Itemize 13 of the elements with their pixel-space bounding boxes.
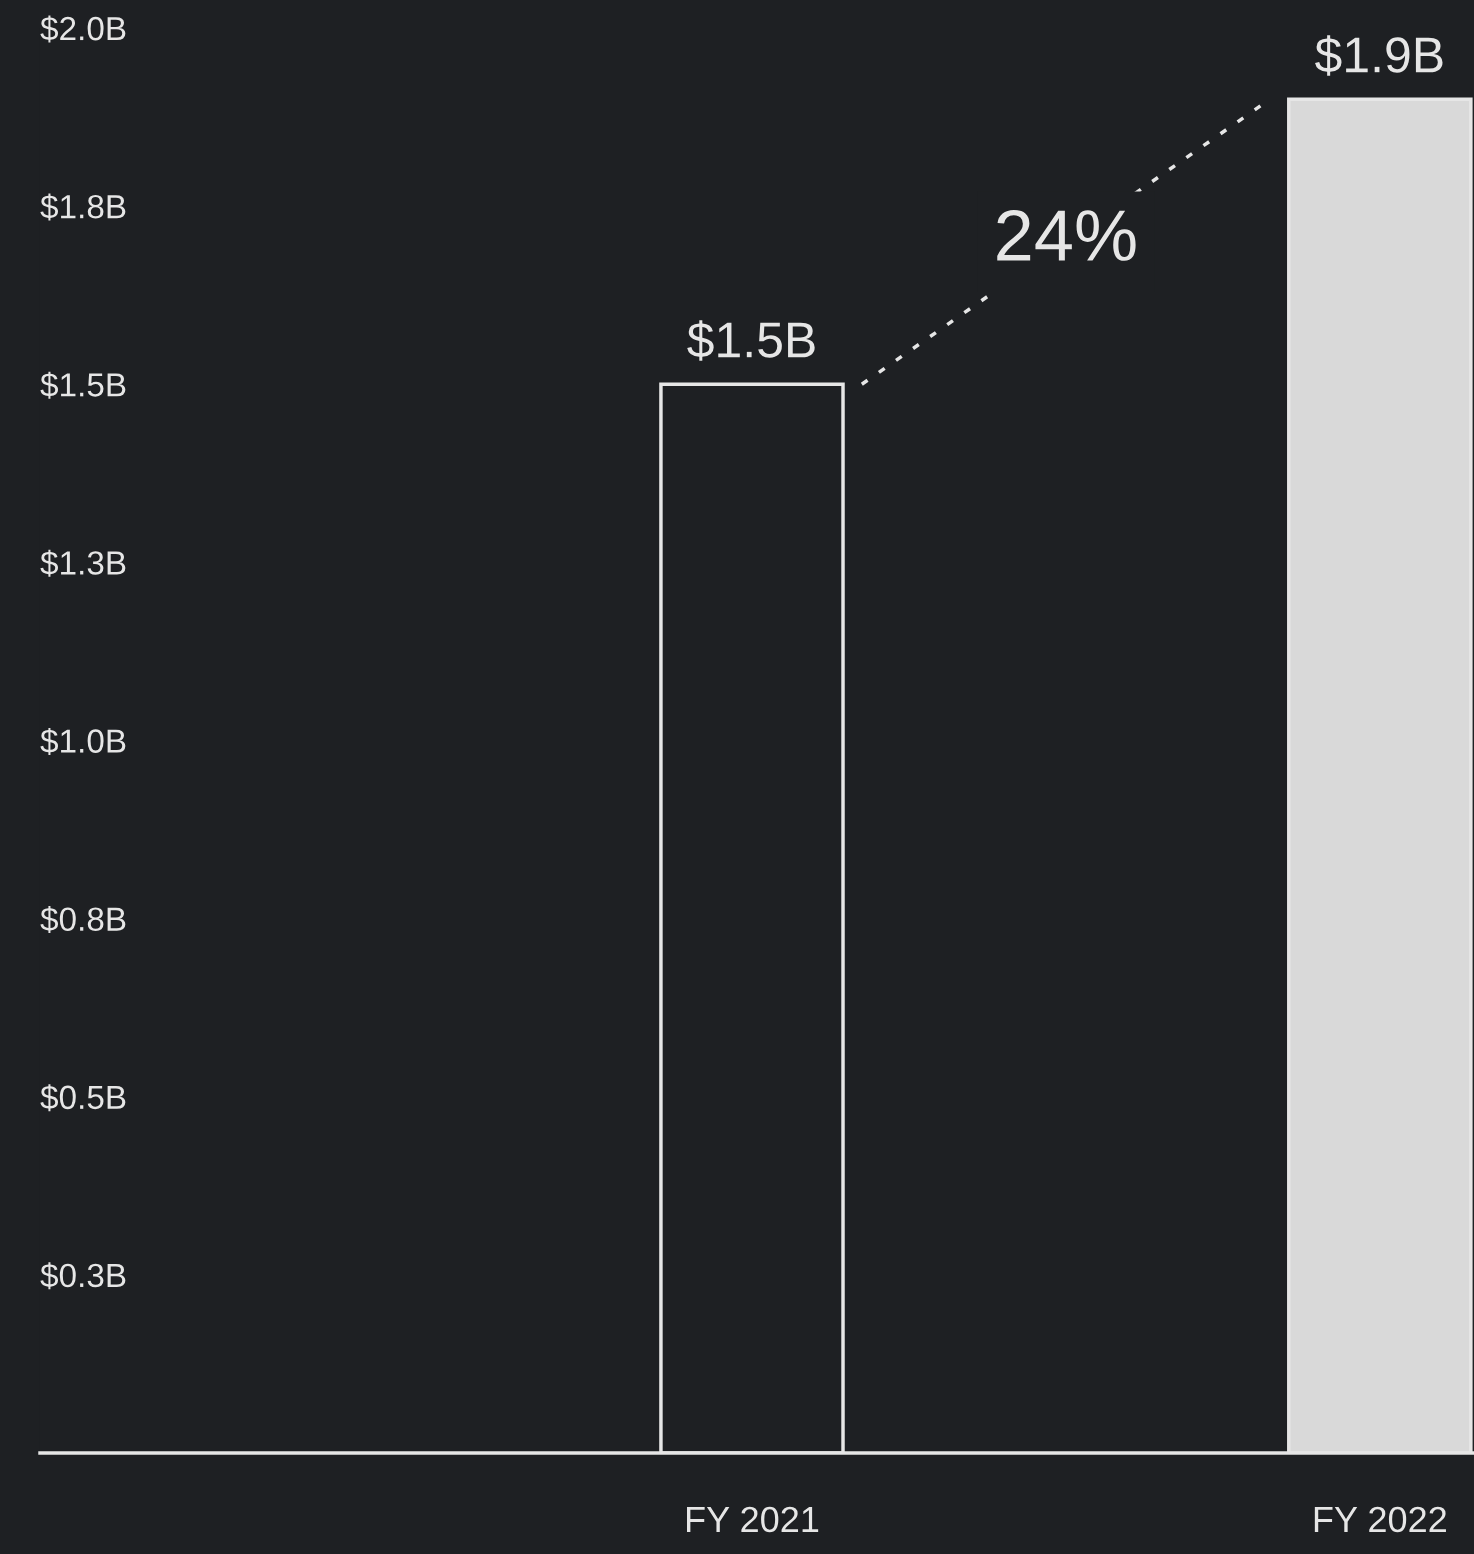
y-tick-label: $2.0B [40, 15, 126, 43]
y-tick-label: $1.5B [40, 371, 126, 399]
x-tick-label: FY 2022 [1314, 1506, 1446, 1533]
data-label: $1.5B [687, 320, 815, 361]
x-tick-label: FY 2021 [687, 1506, 819, 1533]
y-tick-label: $1.0B [40, 727, 126, 755]
y-tick-label: $1.3B [40, 549, 126, 577]
annotation: 24% [997, 209, 1136, 261]
data-label: $1.9B [1315, 35, 1443, 76]
y-tick-label: $0.3B [40, 1262, 126, 1290]
y-tick-label: $1.8B [40, 193, 126, 221]
y-tick-label: $0.8B [40, 906, 126, 934]
y-tick-label: $0.5B [40, 1084, 126, 1112]
